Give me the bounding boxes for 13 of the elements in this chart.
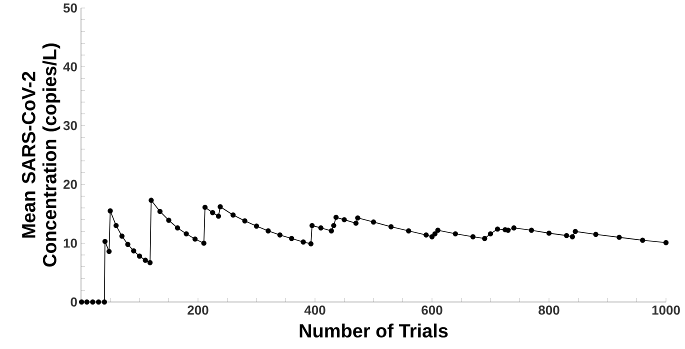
y-tick-label: 20 <box>63 180 77 189</box>
x-tick-label: 200 <box>188 306 208 315</box>
x-tick-label: 800 <box>538 306 560 315</box>
y-axis-title: Mean SARS-CoV-2 Concentration (copies/L) <box>22 44 60 267</box>
x-tick-label: 600 <box>422 306 442 315</box>
y-tick-label: 0 <box>70 297 77 307</box>
x-tick-label: 1000 <box>652 306 680 315</box>
y-tick-label: 10 <box>64 238 77 248</box>
x-axis-title: Number of Trials <box>300 324 448 338</box>
y-tick-label: 50 <box>63 3 77 13</box>
x-tick-label: 400 <box>304 306 326 315</box>
y-tick-label: 40 <box>63 62 77 72</box>
y-tick-label: 30 <box>63 120 77 130</box>
